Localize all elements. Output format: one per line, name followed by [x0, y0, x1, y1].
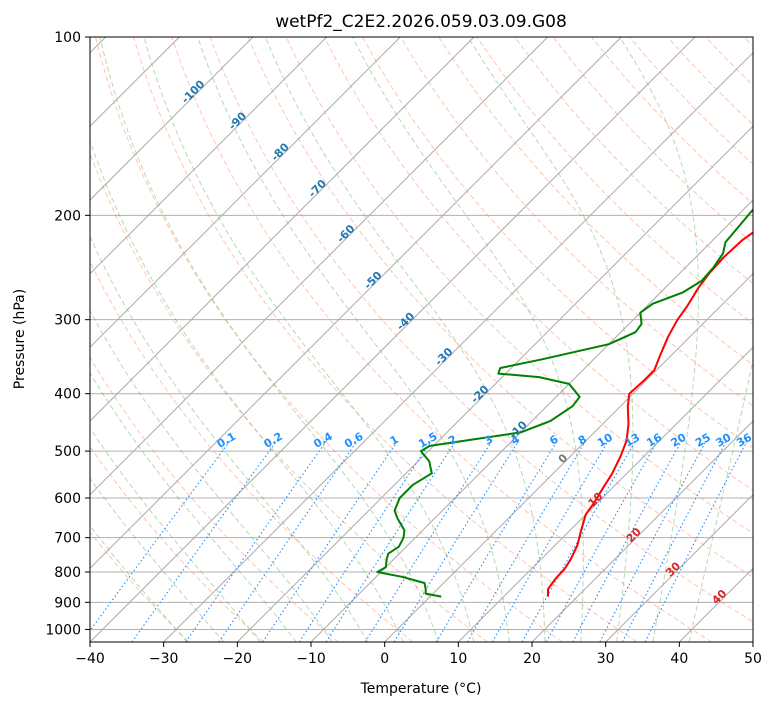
x-tick-label: −10 [296, 651, 326, 667]
mixing-ratio-label: 36 [734, 431, 754, 450]
dry-adiabat-line [90, 356, 339, 642]
isotherm-line [90, 37, 475, 422]
sounding-profiles [376, 208, 753, 598]
isotherm-line [310, 199, 753, 642]
x-tick-label: −30 [149, 651, 179, 667]
y-tick-label: 300 [54, 313, 81, 329]
y-tick-label: 700 [54, 531, 81, 547]
mixing-ratio-line [572, 440, 683, 642]
moist-adiabat-line [90, 138, 404, 642]
dry-adiabat-line [285, 37, 753, 535]
moist-adiabat-line [90, 477, 225, 642]
mixing-ratio-line [131, 440, 278, 642]
dry-adiabat-line [438, 37, 753, 366]
y-tick-label: 400 [54, 387, 81, 403]
isotherm-line [384, 272, 753, 642]
dry-adiabat-line [90, 531, 190, 642]
dry-adiabat-line [90, 445, 264, 642]
y-axis: 100 200 300 400 500 600 700 800 900 1000 [45, 30, 90, 638]
isotherm-line [236, 125, 753, 642]
isotherm-line [163, 51, 753, 642]
moist-adiabat-line [264, 37, 546, 642]
mixing-ratio-line [521, 440, 637, 642]
y-tick-label: 100 [54, 30, 81, 46]
moist-adiabat-line [99, 37, 439, 642]
mixing-ratio-line [325, 440, 457, 642]
mixing-ratio-lines [90, 440, 748, 642]
isotherm-line [531, 420, 753, 642]
moist-adiabat-line [90, 235, 369, 642]
moist-adiabat-line [619, 37, 699, 642]
dry-adiabat-line [133, 37, 638, 642]
x-tick-label: 10 [449, 651, 467, 667]
moist-adiabat-line [90, 371, 297, 642]
plot-frame [89, 36, 754, 643]
moist-adiabats [90, 37, 753, 642]
isotherm-line [457, 346, 753, 642]
dewpoint-profile [376, 208, 753, 598]
x-axis-label: Temperature (°C) [360, 681, 482, 697]
plot-area: 0.1 0.2 0.4 0.6 1 1.5 2 3 4 6 8 10 13 16 20 25 30 36-100-… [90, 37, 754, 642]
dry-adiabat-line [400, 37, 753, 407]
x-axis: −40 −30 −20 −10 0 10 20 30 40 50 [75, 642, 762, 667]
dry-adiabat-line [171, 37, 712, 642]
moist-adiabat-line [90, 309, 333, 642]
mixing-ratio-line [364, 440, 493, 642]
mixing-ratio-line [545, 440, 659, 642]
dry-adiabat-line [514, 37, 753, 285]
temperature-profile [547, 231, 753, 597]
dry-adiabat-line [323, 37, 753, 491]
y-tick-label: 800 [54, 565, 81, 581]
x-tick-label: 20 [523, 651, 541, 667]
mixing-ratio-line [393, 440, 520, 642]
dry-adiabat-line [362, 37, 753, 449]
isotherm-line [605, 493, 753, 642]
mixing-ratio-line [435, 440, 558, 642]
x-tick-label: −40 [75, 651, 105, 667]
y-tick-label: 900 [54, 595, 81, 611]
x-tick-label: 40 [670, 651, 688, 667]
isotherm-line [90, 37, 401, 349]
mixing-ratio-line [90, 440, 231, 632]
y-tick-label: 500 [54, 444, 81, 460]
y-tick-label: 200 [54, 208, 81, 224]
isotherm-line [90, 37, 696, 642]
x-tick-label: 30 [597, 651, 615, 667]
isotherm-line [90, 37, 254, 201]
y-tick-label: 600 [54, 491, 81, 507]
moist-adiabat-line [352, 37, 584, 642]
moist-adiabat-line [197, 37, 510, 642]
dry-adiabat-line [95, 37, 563, 642]
y-tick-label: 1000 [45, 622, 81, 638]
isotherm-line [90, 37, 622, 570]
isotherm-line [90, 37, 328, 275]
mixing-ratio-line [262, 440, 399, 642]
x-tick-label: −20 [223, 651, 253, 667]
isotherms [90, 37, 753, 642]
moist-adiabat-line [688, 357, 753, 642]
mixing-ratio-line [644, 440, 748, 642]
mixing-ratio-line [185, 440, 328, 642]
dry-adiabat-line [209, 37, 753, 623]
x-tick-label: 0 [380, 651, 389, 667]
x-tick-label: 50 [744, 651, 762, 667]
mixing-ratio-line [298, 440, 432, 642]
dry-adiabat-line [90, 151, 488, 642]
mixing-ratio-line [467, 440, 587, 642]
moist-adiabat-line [90, 427, 261, 642]
isotherm-line [90, 37, 549, 496]
chart-title: wetPf2_C2E2.2026.059.03.09.G08 [275, 12, 567, 32]
pressure-gridlines [90, 37, 753, 630]
mixing-ratio-line [491, 440, 609, 642]
dry-adiabat-line [247, 37, 753, 578]
y-axis-label: Pressure (hPa) [12, 289, 28, 389]
